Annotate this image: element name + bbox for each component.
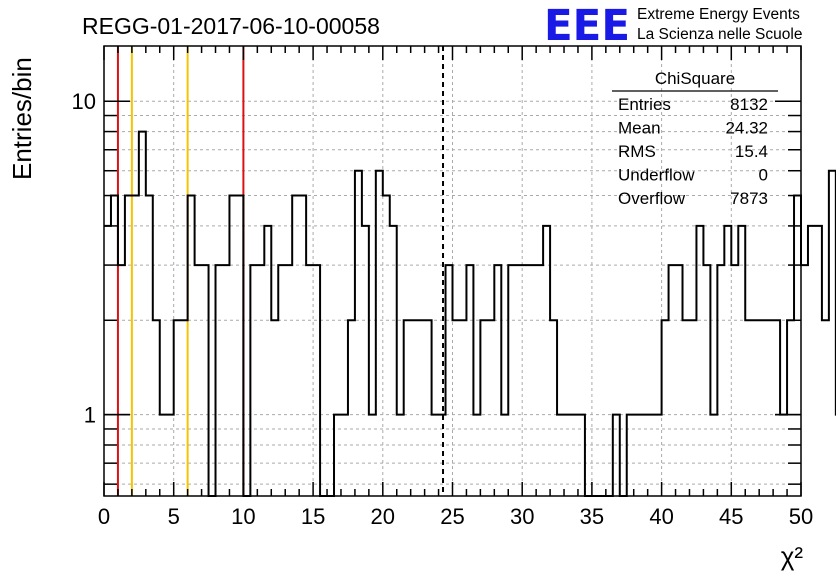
x-tick-label: 50 <box>789 504 813 529</box>
stats-value: 8132 <box>730 95 768 114</box>
stats-box: ChiSquare Entries 8132 Mean 24.32 RMS 15.4 Und… <box>612 69 778 208</box>
stats-label: Entries <box>618 95 671 114</box>
x-tick-label: 45 <box>719 504 743 529</box>
histogram-line <box>104 130 836 497</box>
x-tick-label: 25 <box>440 504 464 529</box>
eee-logo: EEE <box>544 1 630 51</box>
stats-label: RMS <box>618 142 656 161</box>
x-tick-labels: 0 5 10 15 20 25 30 35 40 45 50 <box>98 504 813 529</box>
x-tick-label: 35 <box>580 504 604 529</box>
project-name: Extreme Energy Events <box>637 6 800 23</box>
x-tick-label: 40 <box>649 504 673 529</box>
x-tick-label: 10 <box>231 504 255 529</box>
stats-value: 15.4 <box>735 142 768 161</box>
stats-label: Underflow <box>618 166 695 185</box>
stats-value: 24.32 <box>725 119 768 138</box>
stats-label: Mean <box>618 119 661 138</box>
y-tick-label: 10 <box>72 89 96 114</box>
plot-frame <box>103 45 802 497</box>
stats-value: 0 <box>759 166 768 185</box>
y-tick-labels: 1 10 <box>72 89 96 427</box>
x-tick-label: 15 <box>301 504 325 529</box>
x-tick-label: 0 <box>98 504 110 529</box>
y-axis-label: Entries/bin <box>7 57 37 180</box>
stats-value: 7873 <box>730 189 768 208</box>
run-title: REGG-01-2017-06-10-00058 <box>82 13 380 39</box>
project-subtitle: La Scienza nelle Scuole <box>637 26 802 43</box>
x-tick-label: 5 <box>168 504 180 529</box>
stats-title: ChiSquare <box>655 69 735 88</box>
stats-label: Overflow <box>618 189 686 208</box>
x-tick-label: 30 <box>510 504 534 529</box>
x-tick-label: 20 <box>371 504 395 529</box>
y-tick-label: 1 <box>84 403 96 428</box>
x-axis-label: χ² <box>781 541 804 571</box>
